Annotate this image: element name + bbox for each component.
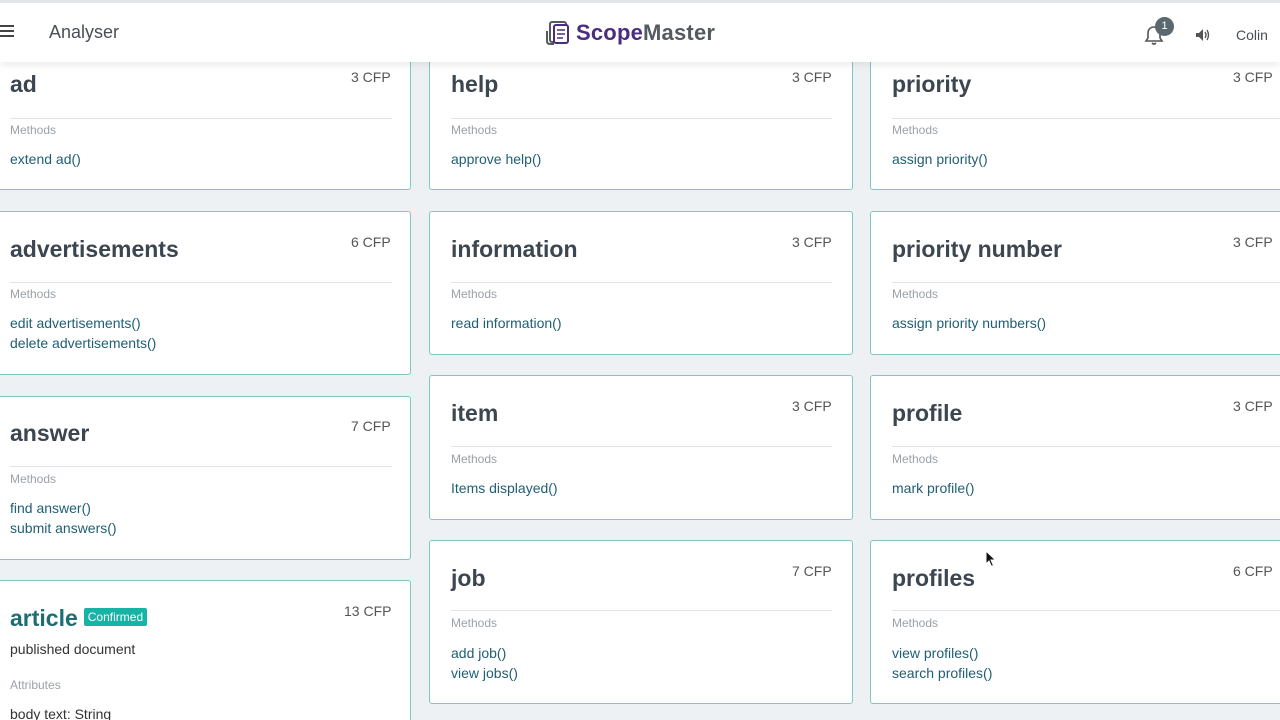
card-title: information bbox=[451, 236, 578, 262]
methods-label: Methods bbox=[10, 472, 57, 486]
card-title: item bbox=[451, 400, 499, 426]
divider bbox=[892, 446, 1280, 447]
method-link[interactable]: submit answers() bbox=[10, 520, 117, 536]
entity-card-article[interactable]: article Confirmed 13 CFP published docume… bbox=[0, 580, 411, 720]
cfp-count: 6 CFP bbox=[1233, 563, 1273, 579]
methods-label: Methods bbox=[451, 287, 498, 301]
method-link[interactable]: view profiles() bbox=[892, 645, 979, 661]
divider bbox=[451, 610, 832, 611]
entity-card-priority[interactable]: priority 3 CFP Methods assign priority() bbox=[870, 40, 1280, 190]
scopemaster-logo[interactable]: Scope Master bbox=[544, 17, 715, 49]
entity-card-profiles[interactable]: profiles 6 CFP Methods view profiles() s… bbox=[870, 540, 1280, 704]
method-link[interactable]: read information() bbox=[451, 315, 562, 331]
cfp-count: 3 CFP bbox=[1233, 69, 1273, 85]
divider bbox=[892, 118, 1280, 119]
card-title: priority number bbox=[892, 236, 1062, 262]
cfp-count: 3 CFP bbox=[1233, 398, 1273, 414]
method-link[interactable]: view jobs() bbox=[451, 665, 518, 681]
method-link[interactable]: add job() bbox=[451, 645, 507, 661]
logo-text-master: Master bbox=[643, 20, 716, 45]
method-link[interactable]: assign priority() bbox=[892, 151, 988, 167]
entity-card-priority-number[interactable]: priority number 3 CFP Methods assign pri… bbox=[870, 211, 1280, 355]
methods-label: Methods bbox=[10, 123, 57, 137]
user-menu[interactable]: Colin bbox=[1236, 27, 1268, 43]
methods-label: Methods bbox=[451, 452, 498, 466]
card-title: profile bbox=[892, 400, 963, 426]
divider bbox=[892, 282, 1280, 283]
attribute-item: body text: String bbox=[10, 706, 111, 720]
cfp-count: 7 CFP bbox=[792, 563, 832, 579]
top-navbar: Analyser Scope Master 1 Colin bbox=[0, 0, 1280, 62]
attributes-label: Attributes bbox=[10, 678, 61, 692]
card-title: help bbox=[451, 71, 499, 97]
card-title: ad bbox=[10, 71, 37, 97]
entity-card-information[interactable]: information 3 CFP Methods read informati… bbox=[429, 211, 853, 355]
cfp-count: 13 CFP bbox=[344, 603, 392, 619]
cfp-count: 3 CFP bbox=[792, 398, 832, 414]
card-title: article Confirmed bbox=[10, 605, 148, 632]
divider bbox=[10, 466, 392, 467]
divider bbox=[10, 282, 392, 283]
method-link[interactable]: find answer() bbox=[10, 500, 91, 516]
cfp-count: 6 CFP bbox=[351, 234, 391, 250]
divider bbox=[10, 118, 392, 119]
methods-label: Methods bbox=[892, 452, 939, 466]
cfp-count: 3 CFP bbox=[792, 69, 832, 85]
attribute-type: String bbox=[74, 706, 112, 720]
divider bbox=[451, 282, 832, 283]
methods-label: Methods bbox=[892, 123, 939, 137]
entity-card-item[interactable]: item 3 CFP Methods Items displayed() bbox=[429, 375, 853, 520]
method-link[interactable]: mark profile() bbox=[892, 480, 975, 496]
cfp-count: 3 CFP bbox=[351, 69, 391, 85]
card-title: profiles bbox=[892, 565, 976, 591]
methods-label: Methods bbox=[451, 123, 498, 137]
card-title: advertisements bbox=[10, 236, 179, 262]
entity-card-help[interactable]: help 3 CFP Methods approve help() bbox=[429, 40, 853, 190]
hamburger-menu-icon[interactable] bbox=[0, 25, 14, 39]
method-link[interactable]: delete advertisements() bbox=[10, 335, 157, 351]
divider bbox=[451, 118, 832, 119]
entity-card-job[interactable]: job 7 CFP Methods add job() view jobs() bbox=[429, 540, 853, 704]
methods-label: Methods bbox=[451, 616, 498, 630]
entity-card-advertisements[interactable]: advertisements 6 CFP Methods edit advert… bbox=[0, 211, 411, 375]
method-link[interactable]: search profiles() bbox=[892, 665, 993, 681]
card-title: priority bbox=[892, 71, 972, 97]
attribute-name: body text: bbox=[10, 706, 71, 720]
method-link[interactable]: edit advertisements() bbox=[10, 315, 141, 331]
page-title: Analyser bbox=[49, 22, 120, 42]
method-link[interactable]: assign priority numbers() bbox=[892, 315, 1047, 331]
entity-card-ad[interactable]: ad 3 CFP Methods extend ad() bbox=[0, 40, 411, 190]
method-link[interactable]: Items displayed() bbox=[451, 480, 558, 496]
method-link[interactable]: approve help() bbox=[451, 151, 542, 167]
methods-label: Methods bbox=[892, 616, 939, 630]
entity-card-answer[interactable]: answer 7 CFP Methods find answer() submi… bbox=[0, 396, 411, 560]
cfp-count: 7 CFP bbox=[351, 418, 391, 434]
logo-mark-icon bbox=[546, 21, 569, 45]
divider bbox=[451, 446, 832, 447]
card-title: job bbox=[451, 565, 486, 591]
confirmed-badge: Confirmed bbox=[83, 607, 148, 626]
article-title: article bbox=[10, 605, 78, 631]
divider bbox=[892, 610, 1280, 611]
methods-label: Methods bbox=[10, 287, 57, 301]
volume-icon[interactable] bbox=[1195, 28, 1211, 42]
entity-description: published document bbox=[10, 641, 136, 657]
entity-card-profile[interactable]: profile 3 CFP Methods mark profile() bbox=[870, 375, 1280, 520]
notification-count-badge: 1 bbox=[1155, 17, 1174, 36]
card-title: answer bbox=[10, 420, 90, 446]
mouse-cursor-icon bbox=[985, 550, 997, 568]
method-link[interactable]: extend ad() bbox=[10, 151, 81, 167]
logo-text-scope: Scope bbox=[576, 20, 644, 45]
cfp-count: 3 CFP bbox=[1233, 234, 1273, 250]
methods-label: Methods bbox=[892, 287, 939, 301]
cfp-count: 3 CFP bbox=[792, 234, 832, 250]
